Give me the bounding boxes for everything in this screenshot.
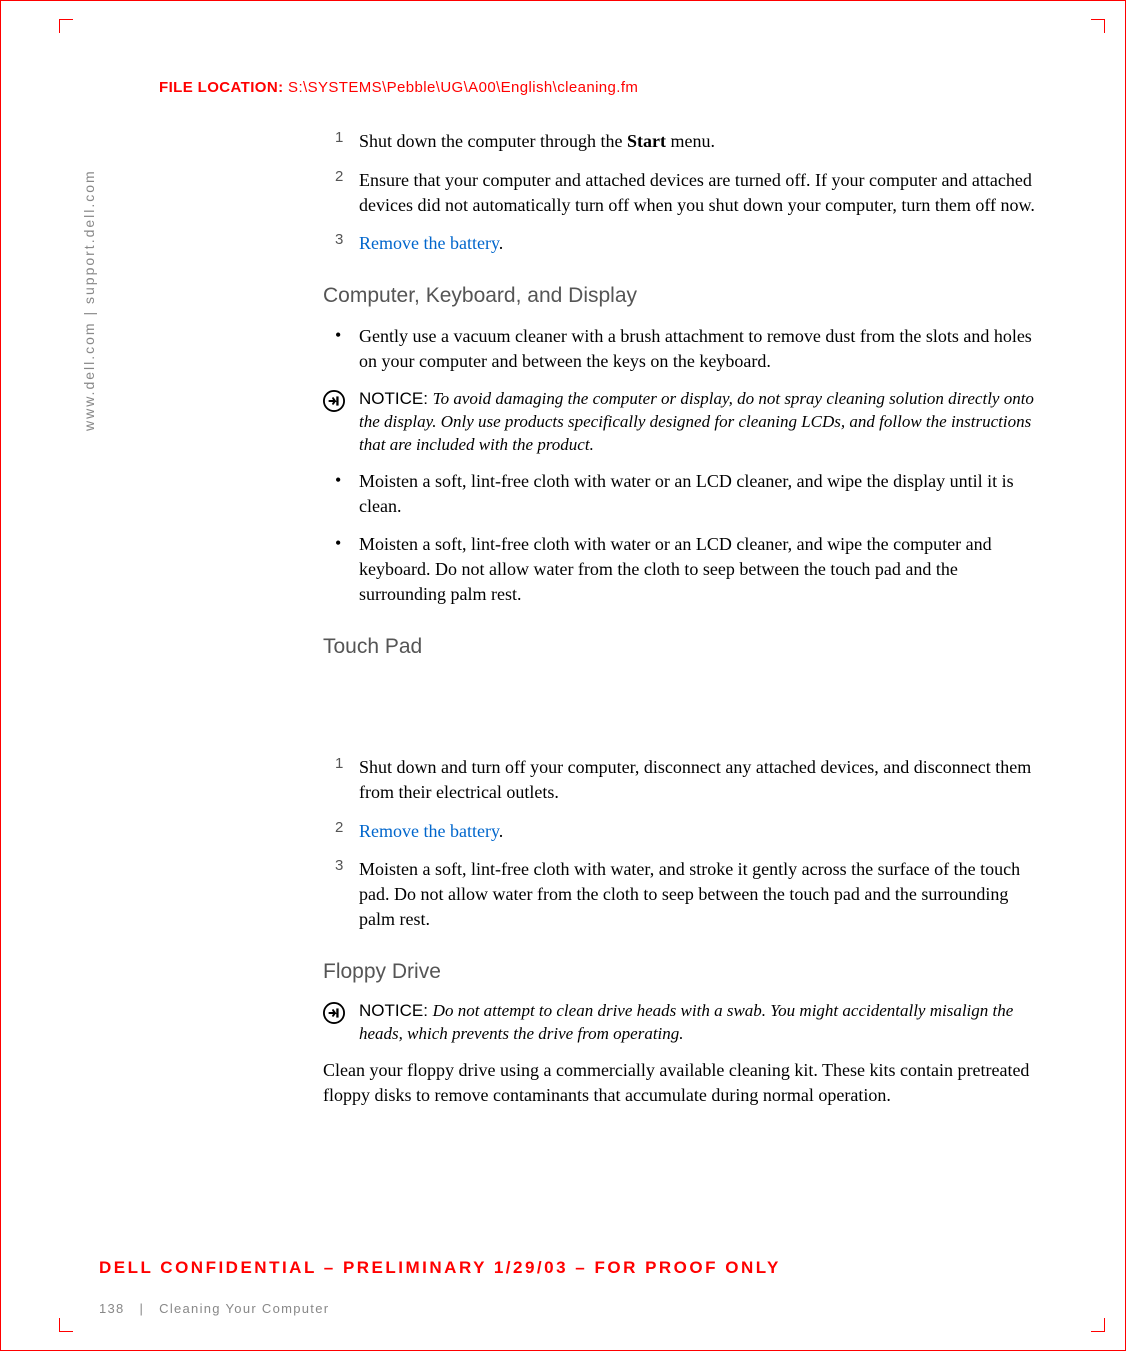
file-location-header: FILE LOCATION: S:\SYSTEMS\Pebble\UG\A00\… <box>159 79 638 96</box>
notice-text: NOTICE: To avoid damaging the computer o… <box>359 388 1043 457</box>
bullet-item: • Moisten a soft, lint-free cloth with w… <box>323 532 1043 606</box>
chapter-title: Cleaning Your Computer <box>159 1301 329 1316</box>
page-content: 1 Shut down the computer through the Sta… <box>323 129 1043 1107</box>
crop-mark <box>1091 1318 1105 1332</box>
step-item: 2 Remove the battery. <box>323 819 1043 844</box>
notice-icon <box>323 388 359 457</box>
footer-separator: | <box>140 1301 145 1316</box>
bullet-marker: • <box>323 469 359 519</box>
notice: NOTICE: To avoid damaging the computer o… <box>323 388 1043 457</box>
step-text: Ensure that your computer and attached d… <box>359 168 1043 218</box>
step-number: 2 <box>323 819 359 844</box>
section-heading: Floppy Drive <box>323 960 1043 984</box>
bullet-item: • Gently use a vacuum cleaner with a bru… <box>323 324 1043 374</box>
step-text: Moisten a soft, lint-free cloth with wat… <box>359 857 1043 931</box>
step-number: 2 <box>323 168 359 218</box>
step-number: 1 <box>323 755 359 805</box>
bullet-item: • Moisten a soft, lint-free cloth with w… <box>323 469 1043 519</box>
crop-mark <box>1091 19 1105 33</box>
step-item: 3 Moisten a soft, lint-free cloth with w… <box>323 857 1043 931</box>
bullet-text: Moisten a soft, lint-free cloth with wat… <box>359 469 1043 519</box>
file-location-label: FILE LOCATION: <box>159 79 283 96</box>
bullet-text: Moisten a soft, lint-free cloth with wat… <box>359 532 1043 606</box>
spacer <box>323 675 1043 755</box>
step-number: 1 <box>323 129 359 154</box>
notice-icon <box>323 1000 359 1046</box>
crop-mark <box>59 1318 73 1332</box>
page-footer: 138 | Cleaning Your Computer <box>99 1301 329 1316</box>
step-item: 1 Shut down and turn off your computer, … <box>323 755 1043 805</box>
step-text: Shut down and turn off your computer, di… <box>359 755 1043 805</box>
bullet-marker: • <box>323 532 359 606</box>
page-number: 138 <box>99 1301 125 1316</box>
sidebar-url: www.dell.com | support.dell.com <box>81 169 97 431</box>
remove-battery-link[interactable]: Remove the battery <box>359 233 499 253</box>
notice: NOTICE: Do not attempt to clean drive he… <box>323 1000 1043 1046</box>
step-text: Shut down the computer through the Start… <box>359 129 1043 154</box>
bullet-text: Gently use a vacuum cleaner with a brush… <box>359 324 1043 374</box>
notice-text: NOTICE: Do not attempt to clean drive he… <box>359 1000 1043 1046</box>
section-heading: Touch Pad <box>323 635 1043 659</box>
step-item: 1 Shut down the computer through the Sta… <box>323 129 1043 154</box>
bullet-marker: • <box>323 324 359 374</box>
step-number: 3 <box>323 857 359 931</box>
step-number: 3 <box>323 231 359 256</box>
crop-mark <box>59 19 73 33</box>
step-item: 2 Ensure that your computer and attached… <box>323 168 1043 218</box>
remove-battery-link[interactable]: Remove the battery <box>359 821 499 841</box>
step-text: Remove the battery. <box>359 231 1043 256</box>
step-item: 3 Remove the battery. <box>323 231 1043 256</box>
section-heading: Computer, Keyboard, and Display <box>323 284 1043 308</box>
body-paragraph: Clean your floppy drive using a commerci… <box>323 1058 1043 1108</box>
confidential-banner: DELL CONFIDENTIAL – PRELIMINARY 1/29/03 … <box>99 1258 781 1278</box>
step-text: Remove the battery. <box>359 819 1043 844</box>
file-location-path: S:\SYSTEMS\Pebble\UG\A00\English\cleanin… <box>283 79 638 96</box>
